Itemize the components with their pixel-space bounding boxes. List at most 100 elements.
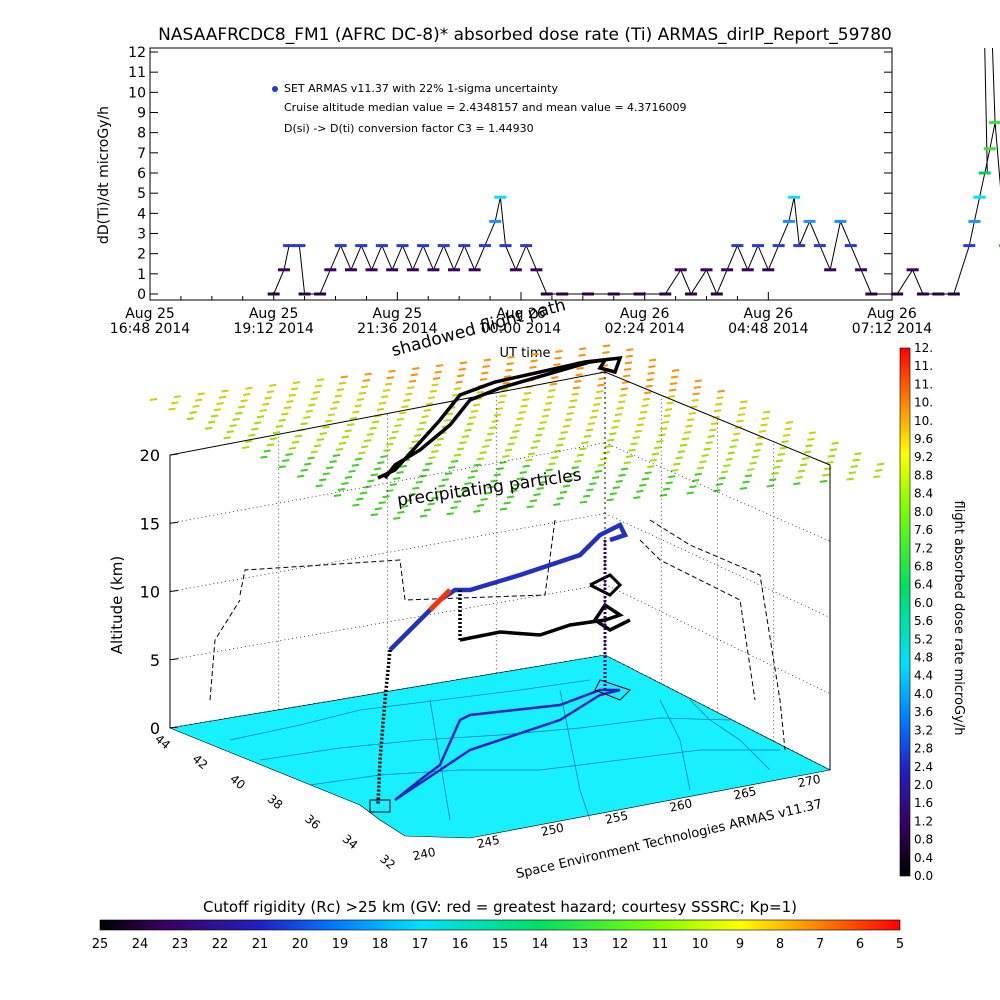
precip-dash: [542, 474, 550, 478]
x-axis-label: UT time: [500, 346, 551, 361]
precip-dash: [877, 462, 885, 466]
precip-dash: [410, 373, 418, 377]
precip-dash: [307, 456, 315, 460]
dose-point: [721, 268, 734, 272]
rigidity-tick-label: 20: [292, 937, 309, 952]
precip-dash: [647, 371, 655, 375]
precip-dash: [553, 503, 561, 506]
precip-dash: [505, 368, 513, 372]
precip-dash: [566, 412, 574, 415]
precip-dash: [292, 381, 301, 385]
precip-dash: [634, 429, 642, 433]
dose-colorbar-tick-label: 0.0: [914, 869, 933, 883]
rigidity-tick-label: 6: [856, 937, 864, 952]
precip-dash: [747, 468, 755, 472]
top-x-tick-label-date: Aug 25: [249, 306, 299, 322]
precip-dash: [736, 419, 744, 423]
precip-dash: [873, 475, 881, 479]
dose-point: [386, 268, 399, 272]
precip-dash: [303, 416, 311, 420]
top-x-tick-label-date: Aug 25: [125, 306, 175, 322]
precip-dash: [428, 456, 436, 460]
precip-dash: [666, 401, 674, 405]
longitude-tick-label: 245: [476, 833, 501, 851]
precip-dash: [773, 465, 781, 469]
precip-dash: [453, 387, 462, 391]
precip-dash: [579, 347, 587, 351]
precip-dash: [456, 447, 464, 451]
z-tick-label: 15: [140, 514, 160, 533]
dose-point: [344, 268, 357, 272]
precip-dash: [361, 445, 369, 449]
precip-dash: [189, 411, 197, 415]
ground-track: [394, 688, 621, 802]
precip-dash: [846, 477, 854, 481]
precip-dash: [423, 508, 432, 512]
precip-dash: [476, 457, 484, 461]
precip-dash: [434, 490, 443, 494]
precip-dash: [269, 383, 277, 387]
dose-colorbar-tick-label: 12.: [914, 341, 933, 355]
dose-point: [633, 292, 646, 296]
top-x-tick-label-time: 04:48 2014: [728, 321, 809, 337]
precip-dash: [713, 409, 722, 413]
precip-dash: [536, 487, 544, 491]
precip-dash: [480, 497, 488, 501]
precip-dash: [502, 454, 510, 458]
precip-dash: [529, 499, 538, 503]
top-x-tick-label-time: 02:24 2014: [604, 321, 685, 337]
dose-point: [803, 219, 816, 223]
top-y-tick-label: 8: [137, 126, 146, 142]
precip-dash: [596, 390, 604, 394]
z-tick-label: 10: [140, 583, 160, 602]
precip-dash: [751, 455, 759, 459]
precip-dash: [782, 433, 791, 437]
precip-dash: [381, 395, 389, 399]
precip-dash: [644, 471, 652, 475]
precip-dash: [556, 443, 564, 447]
top-x-tick-label-date: Aug 26: [620, 306, 670, 322]
longitude-tick-label: 250: [540, 821, 565, 839]
dose-point: [489, 219, 502, 223]
precip-dash: [718, 476, 726, 480]
top-y-tick-label: 2: [137, 247, 146, 263]
precip-dash: [681, 437, 690, 441]
precip-dash: [446, 512, 454, 516]
floor-lines: [229, 679, 780, 821]
precip-dash: [438, 484, 446, 488]
dose-point: [824, 268, 837, 272]
precip-dash: [500, 388, 509, 392]
dose-point: [417, 244, 430, 248]
precip-dash: [194, 398, 203, 402]
precip-dash: [593, 402, 601, 406]
precip-dash: [358, 391, 367, 395]
precip-dash: [314, 384, 323, 388]
dose-point: [437, 244, 450, 248]
dose-point: [932, 292, 945, 296]
precip-dash: [370, 513, 378, 517]
precip-dash: [281, 412, 289, 416]
precip-dash: [688, 411, 696, 415]
precip-dash: [425, 402, 434, 406]
precip-dash: [484, 438, 492, 442]
precip-dash: [701, 453, 709, 457]
dose-point: [983, 147, 996, 151]
precip-dash: [354, 404, 362, 408]
rigidity-tick-label: 9: [736, 937, 744, 952]
rigidity-tick-label: 21: [252, 937, 269, 952]
precip-dash: [393, 477, 401, 481]
longitude-tick-label: 260: [668, 796, 693, 814]
precip-dash: [654, 446, 662, 450]
dose-colorbar-tick-label: 3.6: [914, 705, 933, 719]
precip-dash: [351, 463, 359, 467]
dose-point: [989, 121, 1000, 125]
precip-dash: [467, 475, 475, 479]
precip-dash: [272, 431, 281, 435]
precip-dash: [597, 383, 605, 387]
precip-dash: [489, 426, 497, 430]
precip-dash: [616, 406, 624, 410]
precip-dash: [848, 471, 856, 475]
precip-dash: [693, 385, 701, 389]
top-x-tick-label-time: 19:12 2014: [233, 321, 314, 337]
